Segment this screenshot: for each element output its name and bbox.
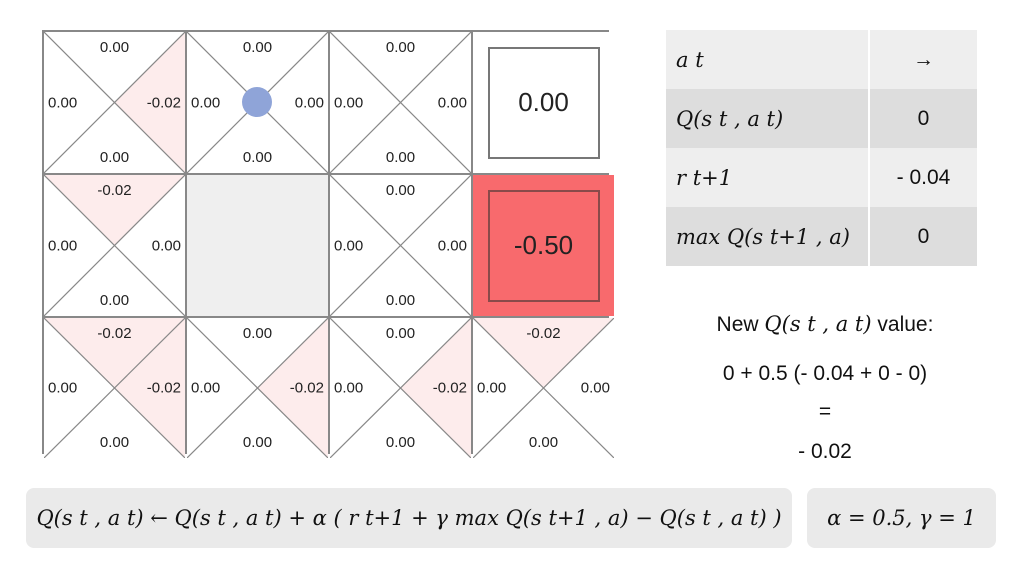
action-value: → — [869, 30, 977, 89]
q-value-left: 0.00 — [477, 379, 507, 397]
grid-cell: 0.00 0.00 0.00 0.00 — [330, 175, 471, 316]
q-value-top: -0.02 — [97, 325, 132, 342]
terminal-value: 0.00 — [487, 46, 600, 159]
q-value-right: 0.00 — [580, 379, 610, 397]
highlight-right — [114, 32, 185, 173]
q-value-top: -0.02 — [526, 325, 561, 342]
action-label: a t — [666, 30, 870, 89]
table-row: Q(s t , a t) 0 — [666, 89, 977, 148]
grid-cell: -0.02 0.00 -0.02 0.00 — [44, 318, 185, 458]
q-value-bottom: 0.00 — [242, 434, 273, 451]
calc-heading-prefix: New — [716, 313, 759, 336]
q-value-top: 0.00 — [242, 39, 273, 56]
max-q-value: 0 — [869, 207, 977, 266]
q-value-left: 0.00 — [334, 379, 364, 397]
q-value-top: -0.02 — [97, 182, 132, 199]
cell-diagonals — [330, 175, 471, 316]
grid-cell: 0.00 0.00 0.00 0.00 — [187, 32, 328, 173]
agent-marker — [242, 87, 272, 117]
q-value-right: 0.00 — [437, 94, 467, 111]
highlight-top — [44, 318, 185, 388]
reward-label: r t+1 — [666, 148, 870, 207]
grid-cell: 0.00 0.00 -0.02 0.00 — [330, 318, 471, 458]
q-value-right: -0.02 — [146, 94, 181, 111]
gridworld: 0.00 0.00 -0.02 0.00 0.00 0.00 0.00 0.00 0.00 0.0… — [42, 30, 614, 458]
q-value-left: 0.00 — [48, 379, 78, 397]
q-value-left: 0.00 — [48, 237, 78, 254]
table-row: max Q(s t+1 , a) 0 — [666, 207, 977, 266]
q-value-top: 0.00 — [99, 39, 130, 56]
q-value-right: 0.00 — [151, 237, 181, 254]
parameters: α = 0.5, γ = 1 — [807, 488, 996, 548]
q-value-bottom: 0.00 — [99, 434, 130, 451]
terminal-cell: 0.00 — [473, 32, 614, 173]
grid-cell: 0.00 0.00 -0.02 0.00 — [187, 318, 328, 458]
terminal-value: -0.50 — [487, 189, 600, 302]
table-row: a t → — [666, 30, 977, 89]
wall-cell — [187, 175, 328, 316]
cell-diagonals — [44, 318, 185, 458]
grid-cell: 0.00 0.00 -0.02 0.00 — [44, 32, 185, 173]
q-value-right: -0.02 — [432, 379, 467, 397]
grid-cell: -0.02 0.00 0.00 0.00 — [44, 175, 185, 316]
q-value-bottom: 0.00 — [385, 292, 416, 309]
update-formula: Q(s t , a t) ← Q(s t , a t) + α ( r t+1 … — [26, 488, 792, 548]
q-current-value: 0 — [869, 89, 977, 148]
q-value-bottom: 0.00 — [385, 434, 416, 451]
q-value-left: 0.00 — [48, 94, 78, 111]
calc-line-2: = — [818, 400, 832, 423]
cell-diagonals — [473, 318, 614, 458]
cell-diagonals — [44, 32, 185, 173]
highlight-top — [473, 318, 614, 388]
q-value-top: 0.00 — [385, 325, 416, 342]
q-value-right: -0.02 — [146, 379, 181, 397]
reward-value: - 0.04 — [869, 148, 977, 207]
q-value-bottom: 0.00 — [99, 292, 130, 309]
calc-heading-math: Q(s t , a t) — [764, 312, 872, 336]
calc-heading-suffix: value: — [877, 313, 934, 336]
q-current-label: Q(s t , a t) — [666, 89, 870, 148]
highlight-right — [257, 318, 328, 458]
q-value-right: -0.02 — [289, 379, 324, 397]
grid-cell: -0.02 0.00 0.00 0.00 — [473, 318, 614, 458]
highlight-right — [114, 318, 185, 458]
q-value-right: 0.00 — [294, 94, 324, 111]
highlight-top — [44, 175, 185, 246]
cell-diagonals — [330, 318, 471, 458]
q-value-right: 0.00 — [437, 237, 467, 254]
cell-diagonals — [330, 32, 471, 173]
q-value-left: 0.00 — [191, 94, 221, 111]
max-q-label: max Q(s t+1 , a) — [666, 207, 870, 266]
highlight-right — [400, 318, 471, 458]
q-value-left: 0.00 — [334, 94, 364, 111]
q-value-bottom: 0.00 — [242, 149, 273, 166]
q-value-left: 0.00 — [191, 379, 221, 397]
calc-line-3: - 0.02 — [798, 440, 852, 463]
table-row: r t+1 - 0.04 — [666, 148, 977, 207]
calc-heading: New Q(s t , a t) value: — [640, 312, 1010, 337]
calc-line-1: 0 + 0.5 (- 0.04 + 0 - 0) — [722, 362, 928, 385]
cell-diagonals — [44, 175, 185, 316]
q-value-top: 0.00 — [385, 182, 416, 199]
q-value-bottom: 0.00 — [528, 434, 559, 451]
cell-diagonals — [187, 318, 328, 458]
values-table: a t → Q(s t , a t) 0 r t+1 - 0.04 max Q(… — [666, 30, 977, 266]
terminal-cell: -0.50 — [473, 175, 614, 316]
q-value-bottom: 0.00 — [385, 149, 416, 166]
q-value-bottom: 0.00 — [99, 149, 130, 166]
grid-cell: 0.00 0.00 0.00 0.00 — [330, 32, 471, 173]
q-value-top: 0.00 — [242, 325, 273, 342]
q-value-top: 0.00 — [385, 39, 416, 56]
q-value-left: 0.00 — [334, 237, 364, 254]
